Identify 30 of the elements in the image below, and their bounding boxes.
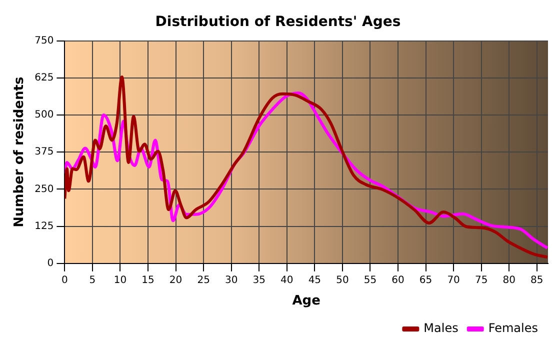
x-tick-label: 75 — [474, 274, 488, 286]
legend-label: Males — [424, 321, 458, 336]
y-tick-label: 0 — [47, 258, 54, 269]
x-tick-label: 85 — [530, 274, 544, 286]
x-tick-label: 25 — [197, 274, 210, 286]
x-tick-label: 35 — [252, 274, 266, 286]
x-tick-label: 5 — [89, 274, 96, 286]
y-tick-label: 500 — [34, 110, 54, 121]
x-tick-label: 10 — [114, 274, 127, 286]
x-tick-label: 20 — [169, 274, 182, 286]
y-tick-label: 625 — [34, 72, 54, 84]
x-tick-label: 70 — [447, 274, 460, 286]
y-axis-title: Number of residents — [12, 76, 28, 228]
legend-label: Females — [488, 321, 538, 336]
x-tick-label: 30 — [224, 274, 238, 286]
x-tick-label: 0 — [62, 274, 68, 286]
x-tick-label: 55 — [364, 274, 377, 286]
y-tick-label: 750 — [34, 35, 54, 46]
x-tick-label: 15 — [142, 274, 154, 286]
x-tick-label: 45 — [308, 274, 322, 286]
x-axis-title: Age — [292, 294, 321, 309]
y-tick-label: 125 — [34, 220, 54, 232]
x-tick-label: 65 — [419, 274, 432, 286]
x-tick-label: 60 — [392, 274, 404, 286]
x-tick-label: 40 — [280, 274, 294, 286]
chart-title: Distribution of Residents' Ages — [155, 14, 401, 30]
y-tick-label: 250 — [34, 184, 54, 195]
y-tick-label: 375 — [34, 146, 54, 158]
x-tick-label: 80 — [502, 274, 516, 286]
x-tick-label: 50 — [336, 274, 349, 286]
